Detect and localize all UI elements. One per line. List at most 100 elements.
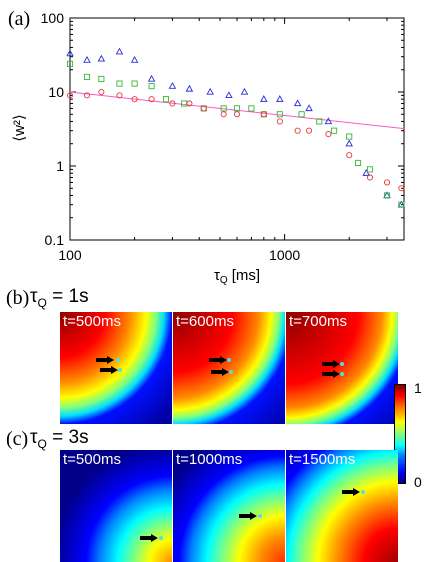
data-point-series-2 <box>181 100 188 107</box>
data-point-series-2 <box>148 83 155 90</box>
data-point-series-3 <box>131 96 138 103</box>
arrow-icon <box>322 370 340 378</box>
data-point-series-3 <box>116 92 123 99</box>
tile-c3-label: t=1500ms <box>289 451 356 468</box>
data-point-series-2 <box>346 133 353 140</box>
vortex-spot <box>116 358 120 362</box>
panel-b-title-value: = 1s <box>52 286 89 307</box>
data-point-series-3 <box>148 96 155 103</box>
data-point-series-2 <box>66 60 74 67</box>
x-axis-label-sub: Q <box>220 275 228 286</box>
data-point-series-2 <box>233 105 241 112</box>
panel-b-title-symbol: τ <box>30 286 38 307</box>
data-point-series-3 <box>186 100 193 107</box>
data-point-series-1 <box>240 87 249 95</box>
heatmap-b3: t=700ms <box>286 312 398 424</box>
tile-c2-label: t=1000ms <box>176 451 243 468</box>
data-points <box>66 47 406 208</box>
data-point-series-3 <box>200 105 207 112</box>
data-point-series-2 <box>366 166 374 173</box>
data-point-series-1 <box>185 84 194 92</box>
data-point-series-3 <box>276 118 283 125</box>
data-point-series-3 <box>306 127 313 134</box>
tile-b2-label: t=600ms <box>176 313 234 330</box>
data-point-series-3 <box>66 92 74 99</box>
scatter-chart: 0.1 1 10 100 100 1000 ⟨w²⟩ τQ [ms] <box>11 10 406 286</box>
fit-line <box>69 91 405 130</box>
vortex-spot <box>227 358 231 362</box>
tile-c1-label: t=500ms <box>63 451 121 468</box>
data-point-series-2 <box>83 73 91 80</box>
data-point-series-2 <box>98 75 105 83</box>
arrow-icon <box>239 512 257 520</box>
data-point-series-3 <box>325 131 332 138</box>
data-point-series-1 <box>115 47 124 55</box>
x-axis-label-unit: [ms] <box>232 267 260 284</box>
arrow-icon <box>96 356 114 364</box>
panel-b-title-sub: Q <box>37 296 47 310</box>
heatmap-c3: t=1500ms <box>286 450 398 562</box>
data-point-series-2 <box>316 118 323 125</box>
y-tick-label: 100 <box>41 10 65 26</box>
panel-b-title: τQ = 1s <box>30 286 89 310</box>
arrow-icon <box>209 356 227 364</box>
data-point-series-3 <box>83 92 91 99</box>
data-point-series-1 <box>83 55 91 63</box>
data-point-series-2 <box>298 111 305 118</box>
data-point-series-2 <box>331 127 338 134</box>
fit-line-group <box>69 91 405 130</box>
arrow-icon <box>100 366 118 374</box>
panel-b-label: (b) <box>6 287 30 309</box>
data-point-series-3 <box>346 152 353 159</box>
data-point-series-2 <box>116 80 123 87</box>
data-point-series-1 <box>305 104 313 112</box>
heatmap-b2: t=600ms <box>173 312 285 424</box>
x-axis-label: τQ [ms] <box>214 267 260 286</box>
y-tick-label: 0.1 <box>45 232 65 248</box>
data-point-series-3 <box>220 111 227 118</box>
heatmap-b1: t=500ms <box>60 312 172 424</box>
data-point-series-1 <box>206 87 214 95</box>
data-point-series-1 <box>324 117 333 125</box>
vortex-spot <box>258 514 262 518</box>
data-point-series-3 <box>233 111 241 118</box>
x-tick-label: 1000 <box>269 247 300 263</box>
data-point-series-3 <box>294 127 301 134</box>
vortex-spot <box>159 536 163 540</box>
data-point-series-1 <box>260 95 268 102</box>
data-point-series-3 <box>383 179 391 186</box>
data-point-series-2 <box>131 80 138 87</box>
data-point-series-3 <box>366 174 374 181</box>
vortex-spot <box>118 368 122 372</box>
data-point-series-1 <box>147 74 156 82</box>
x-tick-label: 100 <box>58 247 82 263</box>
data-point-series-1 <box>66 49 74 57</box>
arrow-icon <box>322 360 340 368</box>
data-point-series-1 <box>293 99 302 107</box>
tile-b1-label: t=500ms <box>63 313 121 330</box>
plot-frame <box>69 17 405 241</box>
vortex-spot <box>340 362 344 366</box>
panel-c-title-symbol: τ <box>30 427 38 448</box>
arrow-icon <box>211 368 229 376</box>
data-point-series-2 <box>162 96 170 103</box>
colorbar-min-label: 0 <box>414 474 422 490</box>
tile-b3-label: t=700ms <box>289 313 347 330</box>
data-point-series-1 <box>345 139 353 147</box>
data-point-series-2 <box>398 201 405 208</box>
vortex-spot <box>361 490 365 494</box>
data-point-series-1 <box>276 95 284 102</box>
data-point-series-3 <box>169 100 176 107</box>
y-axis-label: ⟨w²⟩ <box>11 114 28 142</box>
data-point-series-1 <box>362 169 370 176</box>
data-point-series-1 <box>225 91 233 99</box>
x-axis-label-symbol: τ <box>214 267 220 284</box>
axis-ticks: 0.1 1 10 100 100 1000 <box>41 10 404 263</box>
data-point-series-2 <box>276 111 283 118</box>
y-tick-label: 1 <box>56 158 64 174</box>
panel-c-label: (c) <box>6 428 29 450</box>
data-point-series-2 <box>248 105 255 112</box>
data-point-series-3 <box>98 88 105 96</box>
panel-c-title-value: = 3s <box>52 427 89 448</box>
y-tick-label: 10 <box>48 84 64 100</box>
